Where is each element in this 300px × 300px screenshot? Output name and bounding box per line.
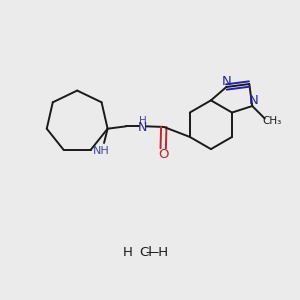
Text: O: O	[158, 148, 168, 161]
Text: Cl: Cl	[139, 246, 152, 259]
Text: —H: —H	[145, 246, 168, 259]
Text: CH₃: CH₃	[262, 116, 282, 126]
Text: NH: NH	[93, 146, 110, 156]
Text: N: N	[138, 121, 147, 134]
Text: H: H	[123, 246, 133, 259]
Text: N: N	[221, 75, 231, 88]
Text: H: H	[139, 116, 146, 126]
Text: N: N	[249, 94, 258, 107]
